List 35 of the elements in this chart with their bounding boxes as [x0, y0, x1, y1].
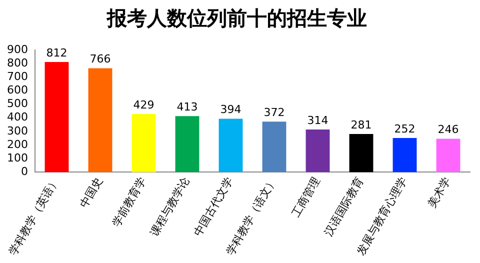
y-tick-label: 600 — [6, 84, 28, 97]
bar — [88, 68, 112, 172]
data-label: 281 — [350, 118, 372, 132]
y-tick-label: 800 — [6, 56, 28, 70]
bar — [436, 138, 460, 172]
data-label: 252 — [394, 122, 416, 136]
data-label: 429 — [133, 98, 154, 112]
bar — [349, 134, 374, 172]
x-tick-label: 课程与教学论 — [148, 174, 192, 239]
data-label: 766 — [90, 52, 111, 66]
data-label: 812 — [46, 46, 68, 60]
bar — [262, 122, 286, 172]
data-label: 314 — [307, 114, 328, 127]
x-tick-label: 学前教育学 — [110, 174, 149, 230]
bar — [218, 118, 243, 172]
chart-title: 报考人数位列前十的招生专业 — [106, 6, 367, 30]
x-tick-label: 中国史 — [78, 174, 106, 210]
x-tick-label: 美术学 — [426, 174, 454, 210]
data-label: 372 — [264, 106, 285, 120]
bar — [392, 138, 417, 172]
x-tick-label: 工商管理 — [290, 174, 323, 220]
y-tick-label: 100 — [6, 151, 28, 164]
y-tick-label: 700 — [6, 70, 28, 84]
y-tick-label: 500 — [6, 97, 28, 110]
y-tick-label: 300 — [6, 124, 28, 138]
y-tick-label: 900 — [6, 42, 28, 56]
y-tick-label: 400 — [6, 110, 28, 124]
data-label: 394 — [220, 103, 242, 116]
bar — [175, 116, 200, 172]
y-tick-label: 200 — [6, 138, 28, 151]
data-label: 246 — [438, 123, 459, 136]
bar — [306, 130, 330, 172]
data-label: 413 — [176, 100, 198, 114]
bar — [44, 62, 69, 172]
bar — [132, 114, 156, 172]
